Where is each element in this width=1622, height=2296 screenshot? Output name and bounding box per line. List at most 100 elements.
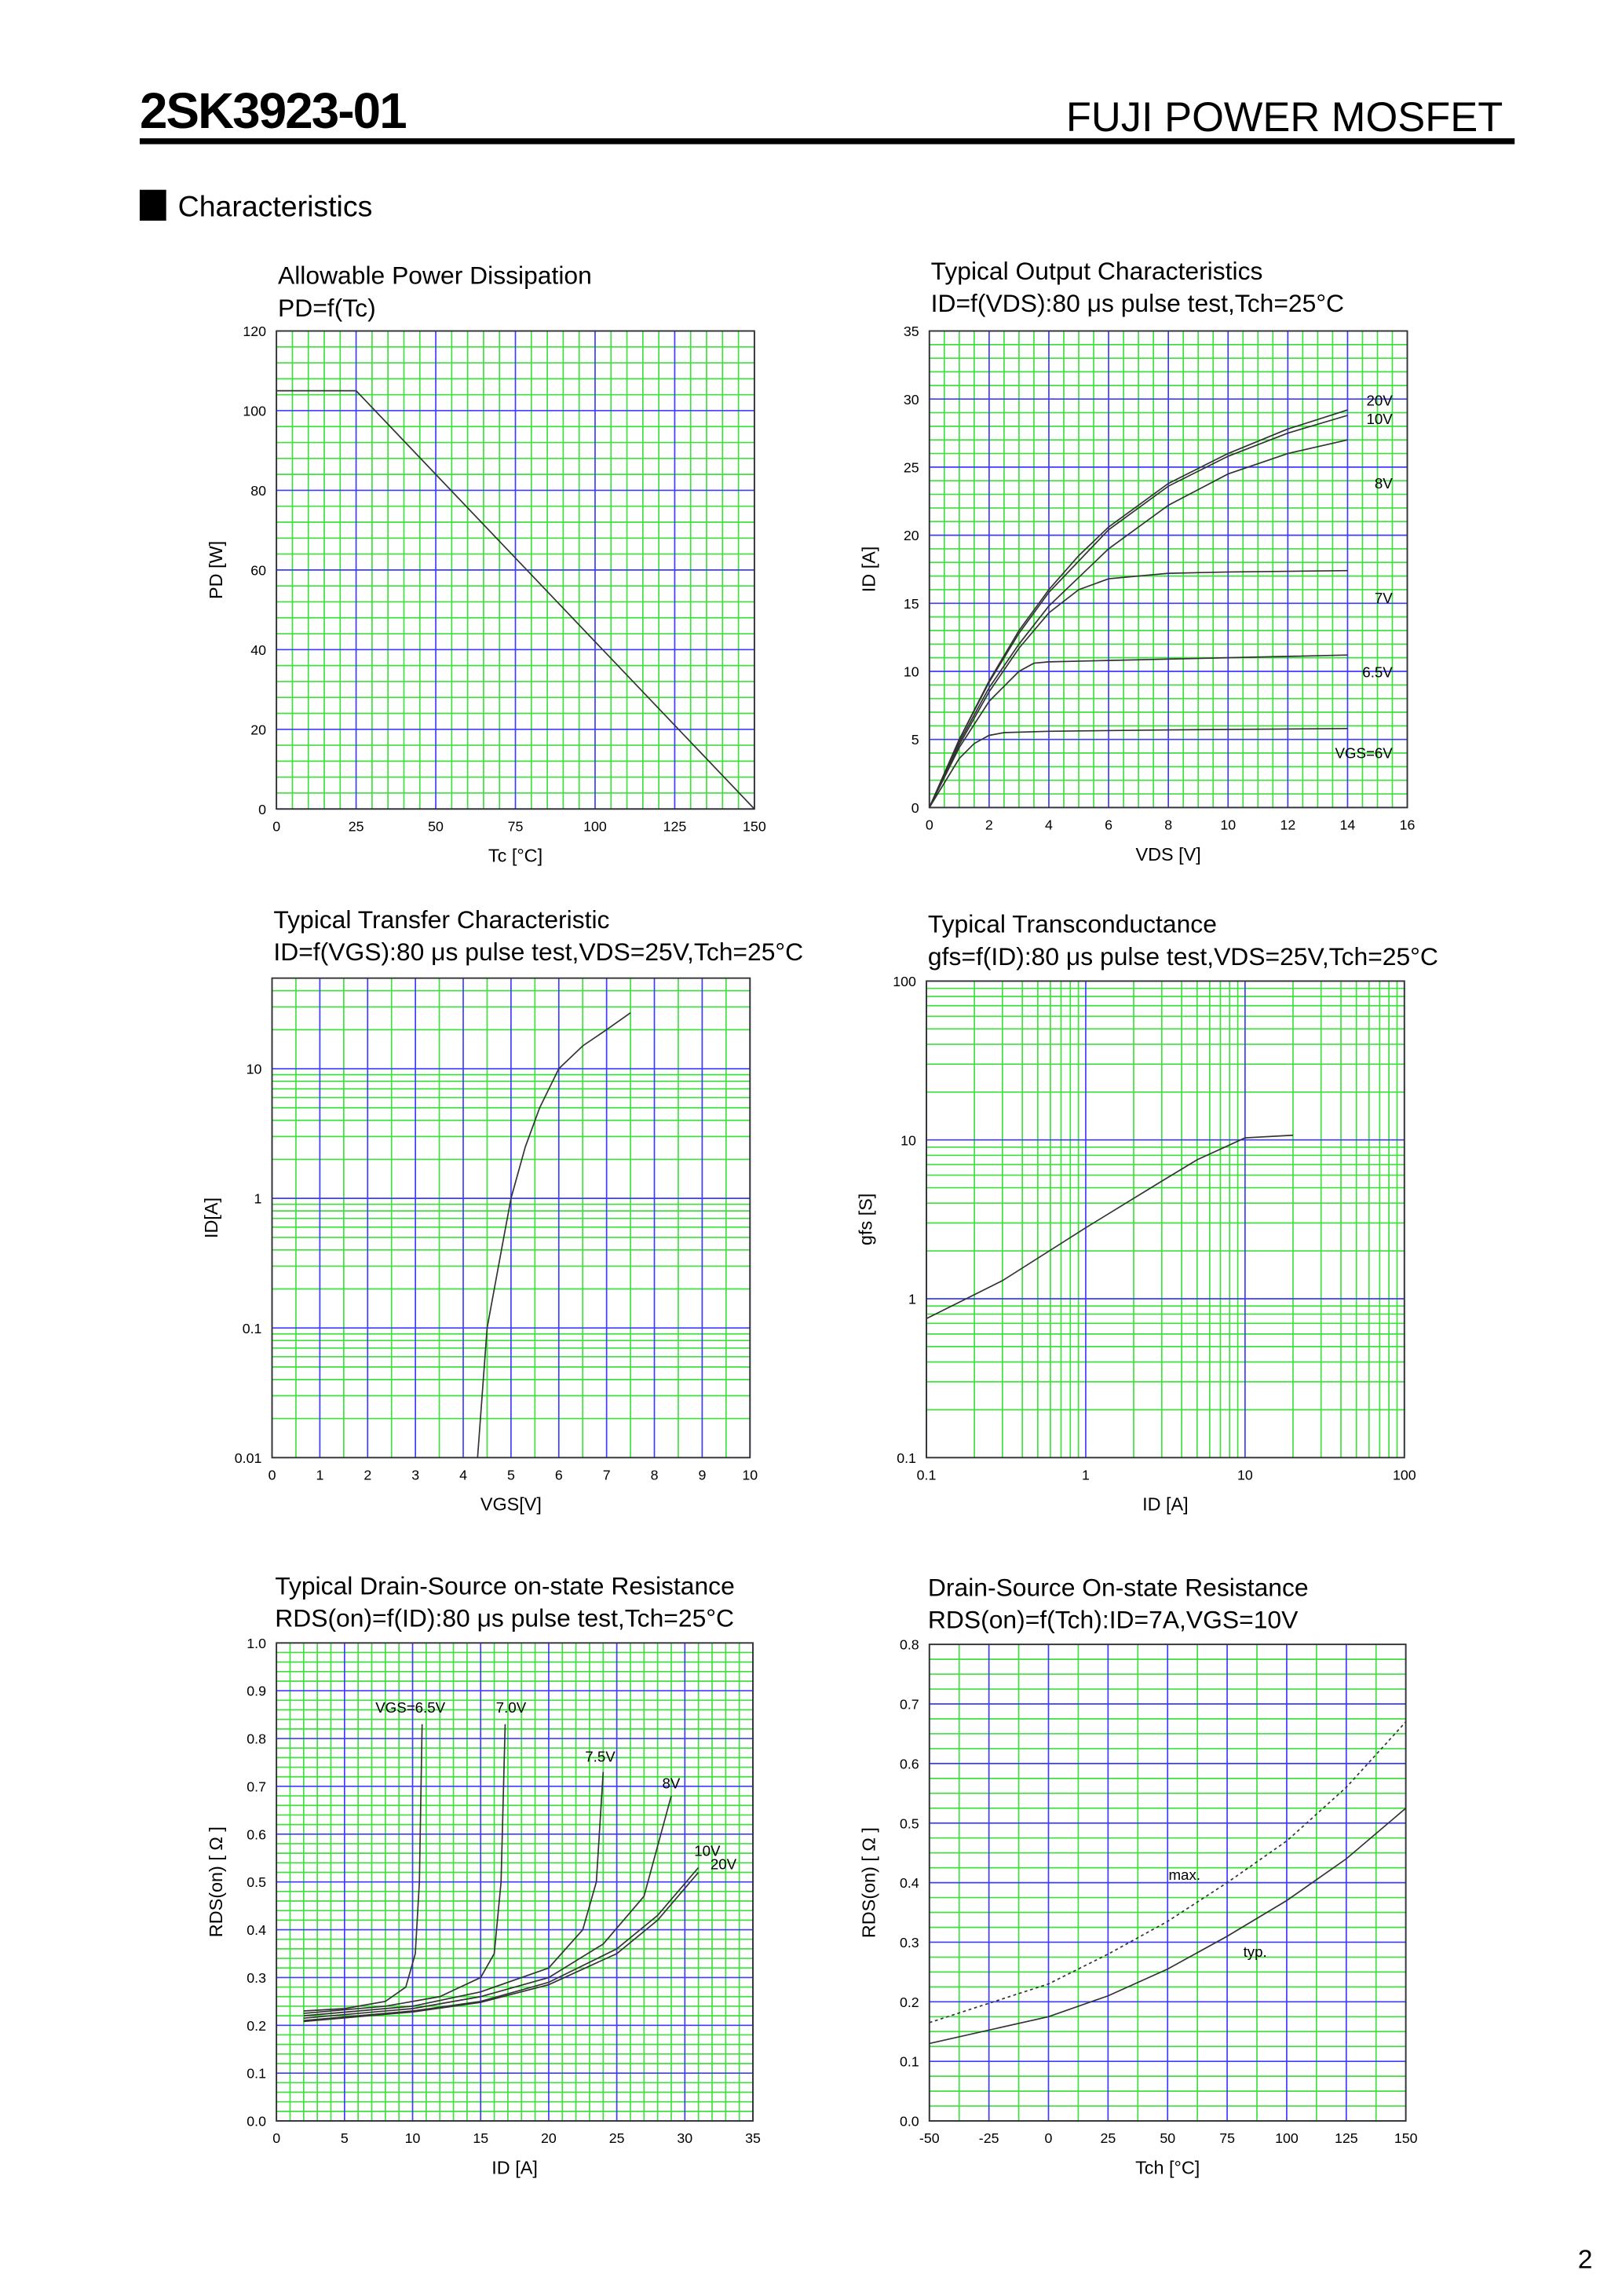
- y-axis-label: RDS(on) [ Ω ]: [858, 1827, 879, 1938]
- plot-frame: [926, 980, 1405, 1459]
- x-tick-label: 75: [1219, 2130, 1235, 2146]
- y-tick-label: 10: [247, 1062, 262, 1077]
- y-tick-label: 120: [243, 324, 266, 339]
- x-tick-label: 50: [428, 818, 444, 834]
- y-tick-label: 0: [258, 802, 266, 817]
- x-tick-label: 20: [541, 2130, 557, 2146]
- x-tick-label: 150: [743, 818, 766, 834]
- x-tick-label: 35: [745, 2130, 761, 2146]
- x-tick-label: 10: [1237, 1467, 1253, 1483]
- y-tick-label: 0.4: [900, 1875, 919, 1891]
- y-tick-label: 0.1: [243, 1321, 262, 1336]
- y-tick-label: 20: [904, 528, 919, 543]
- x-tick-label: 150: [1394, 2130, 1418, 2146]
- y-tick-label: 35: [904, 324, 919, 339]
- x-tick-label: 7: [603, 1467, 611, 1483]
- y-tick-label: 40: [250, 642, 266, 658]
- chart-title: Typical Transfer Characteristic: [273, 905, 609, 934]
- x-tick-label: 3: [411, 1467, 419, 1483]
- y-tick-label: 10: [904, 664, 919, 680]
- section-marker: [139, 189, 166, 221]
- chart-subtitle: gfs=f(ID):80 μs pulse test,VDS=25V,Tch=2…: [928, 942, 1438, 971]
- y-tick-label: 1: [254, 1191, 262, 1207]
- y-tick-label: 0: [911, 800, 919, 816]
- curve: [926, 1134, 1294, 1320]
- x-tick-label: 100: [583, 818, 607, 834]
- y-tick-label: 0.5: [900, 1815, 919, 1831]
- y-tick-label: 0.1: [247, 2066, 266, 2082]
- y-tick-label: 25: [904, 459, 919, 475]
- curve: [929, 727, 1348, 808]
- x-axis-label: Tc [°C]: [488, 846, 542, 866]
- x-axis-label: Tch [°C]: [1135, 2157, 1200, 2177]
- x-tick-label: 50: [1160, 2130, 1175, 2146]
- y-tick-label: 0.6: [900, 1756, 919, 1771]
- curve-label: 20V: [711, 1856, 737, 1873]
- x-tick-label: 2: [985, 817, 993, 832]
- y-tick-label: 100: [893, 974, 916, 989]
- x-tick-label: -25: [979, 2130, 999, 2146]
- x-tick-label: 10: [742, 1467, 758, 1483]
- y-tick-label: 0.0: [247, 2114, 266, 2130]
- y-tick-label: 0.4: [247, 1922, 266, 1938]
- x-tick-label: 6: [555, 1467, 563, 1483]
- plot-frame: [276, 1642, 754, 2122]
- chart-subtitle: RDS(on)=f(Tch):ID=7A,VGS=10V: [928, 1606, 1299, 1634]
- x-axis-label: VDS [V]: [1136, 844, 1201, 865]
- plot-frame: [271, 977, 751, 1459]
- curve: [929, 415, 1348, 808]
- y-tick-label: 5: [911, 732, 919, 748]
- chart-subtitle: ID=f(VGS):80 μs pulse test,VDS=25V,Tch=2…: [273, 938, 803, 966]
- curve-label: 20V: [1366, 392, 1393, 408]
- y-tick-label: 0.0: [900, 2114, 919, 2130]
- y-tick-label: 0.6: [247, 1826, 266, 1842]
- y-tick-label: 0.2: [900, 1994, 919, 2010]
- curve-label: 8V: [1375, 475, 1393, 492]
- chart-subtitle: PD=f(Tc): [278, 294, 376, 322]
- x-tick-label: 0: [1045, 2130, 1053, 2146]
- x-tick-label: 4: [459, 1467, 467, 1483]
- x-tick-label: 8: [1164, 817, 1172, 832]
- y-tick-label: 0.7: [900, 1697, 919, 1713]
- curve-label: VGS=6.5V: [375, 1699, 445, 1716]
- y-tick-label: 80: [250, 483, 266, 499]
- x-tick-label: 4: [1045, 817, 1053, 832]
- curve-label: 7V: [1375, 590, 1393, 606]
- x-tick-label: 0: [926, 817, 933, 832]
- y-tick-label: 15: [904, 596, 919, 612]
- x-tick-label: 125: [663, 818, 687, 834]
- y-tick-label: 30: [904, 392, 919, 408]
- y-tick-label: 0.3: [900, 1935, 919, 1951]
- curve-label: 7.5V: [585, 1749, 616, 1765]
- y-tick-label: 10: [901, 1132, 916, 1148]
- part-number: 2SK3923-01: [140, 83, 406, 139]
- x-tick-label: 12: [1280, 817, 1295, 832]
- curve-label: 7.0V: [496, 1699, 527, 1716]
- y-tick-label: 0.2: [247, 2018, 266, 2034]
- chart-title: Drain-Source On-state Resistance: [928, 1573, 1309, 1601]
- y-tick-label: 60: [250, 562, 266, 578]
- y-tick-label: 0.7: [247, 1779, 266, 1794]
- y-tick-label: 100: [243, 404, 266, 419]
- x-tick-label: 1: [1082, 1467, 1090, 1483]
- y-tick-label: 1.0: [247, 1636, 266, 1651]
- x-tick-label: 100: [1393, 1467, 1416, 1483]
- y-tick-label: 0.1: [897, 1450, 916, 1466]
- x-tick-label: 15: [473, 2130, 488, 2146]
- x-tick-label: 5: [507, 1467, 515, 1483]
- chart-title: Typical Transconductance: [928, 910, 1217, 938]
- x-tick-label: 25: [609, 2130, 625, 2146]
- curve: [303, 1871, 700, 2023]
- plot-frame: [928, 330, 1408, 809]
- x-axis-label: VGS[V]: [480, 1494, 542, 1515]
- curve: [929, 1721, 1407, 2024]
- chart-title: Allowable Power Dissipation: [278, 261, 592, 290]
- curve: [303, 1771, 605, 2016]
- curve-label: typ.: [1244, 1943, 1267, 1960]
- y-axis-label: RDS(on) [ Ω ]: [206, 1826, 226, 1937]
- y-tick-label: 0.3: [247, 1970, 266, 1986]
- y-axis-label: ID [A]: [858, 547, 879, 593]
